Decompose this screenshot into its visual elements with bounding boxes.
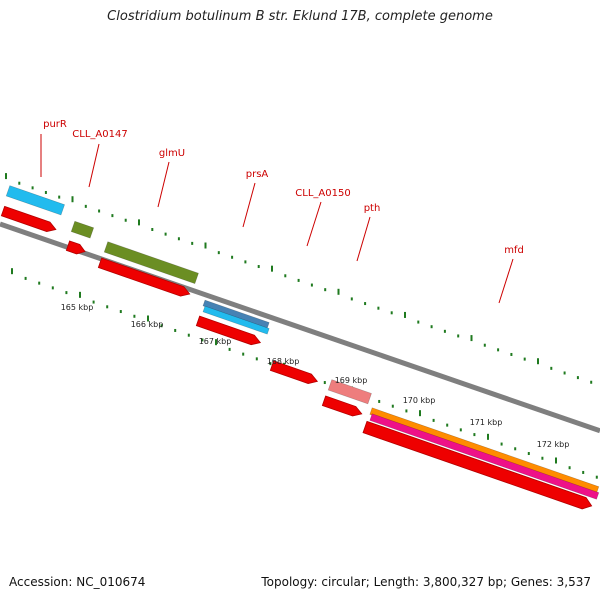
backbone bbox=[0, 221, 600, 434]
cds-arrow bbox=[0, 205, 57, 232]
scale-label: 165 kbp bbox=[61, 303, 94, 312]
cds-arrow bbox=[195, 315, 262, 346]
scale-label: 167 kbp bbox=[199, 337, 232, 346]
scale-labels: 165 kbp 166 kbp 167 kbp 168 kbp 169 kbp 170 k… bbox=[61, 303, 570, 449]
leader-line bbox=[306, 201, 322, 247]
leader-line bbox=[356, 216, 371, 262]
cds-arrow bbox=[65, 240, 86, 255]
annotation-band bbox=[202, 305, 270, 335]
gene-label: CLL_A0150 bbox=[295, 188, 350, 199]
annotation-band bbox=[5, 185, 65, 216]
scale-label: 170 kbp bbox=[403, 396, 436, 405]
feature bbox=[321, 395, 363, 417]
features bbox=[0, 185, 600, 510]
leader-line bbox=[498, 258, 514, 304]
leader-line bbox=[88, 143, 100, 188]
gene-label: prsA bbox=[246, 169, 269, 180]
gene-label: purR bbox=[43, 119, 67, 130]
tick-marks bbox=[5, 173, 598, 479]
feature bbox=[362, 420, 593, 510]
scale-label: 169 kbp bbox=[335, 376, 368, 385]
annotation-band bbox=[103, 241, 199, 285]
scale-label: 166 kbp bbox=[131, 320, 164, 329]
feature bbox=[103, 241, 199, 285]
backbone-line bbox=[0, 221, 600, 434]
cds-arrow bbox=[97, 257, 191, 297]
feature bbox=[70, 220, 95, 239]
feature bbox=[5, 185, 65, 216]
gene-label: CLL_A0147 bbox=[72, 129, 127, 140]
map-title: Clostridium botulinum B str. Eklund 17B,… bbox=[107, 9, 493, 24]
leader-line bbox=[242, 182, 256, 228]
feature bbox=[195, 315, 262, 346]
scale-label: 172 kbp bbox=[537, 440, 570, 449]
genome-summary-text: Topology: circular; Length: 3,800,327 bp… bbox=[261, 575, 591, 589]
gene-label: glmU bbox=[159, 148, 185, 159]
feature bbox=[65, 240, 86, 255]
gene-label: mfd bbox=[504, 245, 524, 256]
feature bbox=[327, 379, 372, 405]
accession-text: Accession: NC_010674 bbox=[9, 575, 146, 589]
annotation-band bbox=[369, 413, 600, 500]
feature bbox=[202, 305, 270, 335]
feature bbox=[369, 413, 600, 500]
gene-label: pth bbox=[364, 203, 381, 214]
annotation-band bbox=[70, 220, 95, 239]
feature bbox=[269, 360, 319, 384]
leader-line bbox=[157, 161, 170, 208]
feature bbox=[0, 205, 57, 232]
cds-arrow bbox=[269, 360, 319, 384]
feature bbox=[97, 257, 191, 297]
cds-arrow bbox=[362, 420, 593, 510]
cds-arrow bbox=[321, 395, 363, 417]
scale-label: 168 kbp bbox=[267, 357, 300, 366]
scale-label: 171 kbp bbox=[470, 418, 503, 427]
annotation-band bbox=[327, 379, 372, 405]
